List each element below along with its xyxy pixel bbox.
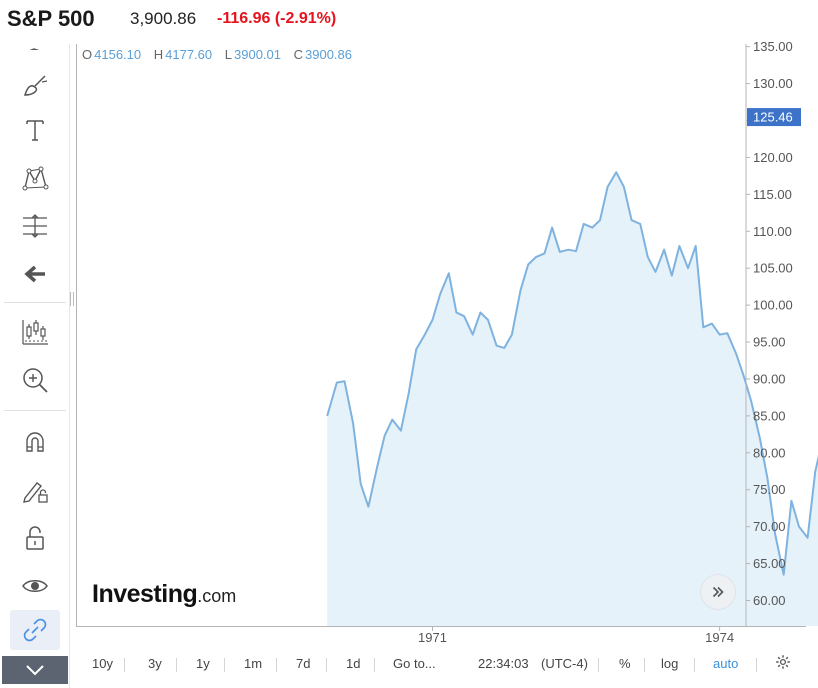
toolbar-divider <box>4 302 66 303</box>
low-value: 3900.01 <box>234 47 281 62</box>
magnet-button[interactable] <box>10 422 60 462</box>
ohlc-legend: O 4156.10 H 4177.60 L 3900.01 C 3900.86 <box>82 47 361 62</box>
pattern-tool-button[interactable] <box>10 158 60 198</box>
range-1y-button[interactable]: 1y <box>196 656 210 671</box>
remove-drawings-button[interactable] <box>10 254 60 294</box>
chart-area[interactable] <box>76 44 806 627</box>
investing-logo: Investing.com <box>92 580 236 609</box>
measure-tool-button[interactable] <box>10 206 60 246</box>
open-value: 4156.10 <box>94 47 142 62</box>
pattern-icon <box>22 166 49 191</box>
range-3y-button[interactable]: 3y <box>148 656 162 671</box>
chart-settings-button[interactable] <box>775 654 791 673</box>
timezone-button[interactable]: (UTC-4) <box>541 656 588 671</box>
range-10y-button[interactable]: 10y <box>92 656 113 671</box>
bottom-toolbar: 10y 3y 1y 1m 7d 1d Go to... 22:34:03 (UT… <box>76 650 818 680</box>
link-button[interactable] <box>10 610 60 650</box>
bottombar-divider <box>644 658 645 672</box>
indicators-button[interactable] <box>10 312 60 352</box>
collapse-toolbar-button[interactable] <box>2 656 68 684</box>
bottombar-divider <box>176 658 177 672</box>
close-label: C <box>293 47 304 62</box>
unlock-icon <box>26 526 44 550</box>
bottombar-divider <box>224 658 225 672</box>
bottombar-divider <box>756 658 757 672</box>
clock-time: 22:34:03 <box>478 656 529 671</box>
open-label: O <box>82 47 93 62</box>
range-1m-button[interactable]: 1m <box>244 656 263 671</box>
last-price: 3,900.86 <box>130 9 197 28</box>
eye-icon <box>22 580 48 592</box>
low-label: L <box>224 47 232 62</box>
text-tool-button[interactable] <box>10 110 60 150</box>
bottombar-divider <box>374 658 375 672</box>
chevron-down-icon <box>26 665 44 676</box>
go-to-date-button[interactable]: Go to... <box>393 656 436 671</box>
drawing-toolbar <box>0 44 70 688</box>
logo-brand: Investing <box>92 580 198 608</box>
lock-drawing-icon <box>23 482 48 503</box>
percent-scale-button[interactable]: % <box>619 656 631 671</box>
text-icon <box>26 120 44 141</box>
unlock-button[interactable] <box>10 518 60 558</box>
lock-drawings-button[interactable] <box>10 470 60 510</box>
hide-drawings-button[interactable] <box>10 566 60 606</box>
indicators-icon <box>22 320 48 345</box>
brush-icon <box>23 75 48 96</box>
back-arrow-icon <box>24 265 45 283</box>
price-change: -116.96 (-2.91%) <box>217 10 337 27</box>
chart-header: S&P 500 3,900.86 -116.96 (-2.91%) <box>0 0 818 44</box>
log-scale-button[interactable]: log <box>661 656 679 671</box>
bottombar-divider <box>326 658 327 672</box>
bottombar-divider <box>124 658 125 672</box>
zoom-in-button[interactable] <box>10 360 60 400</box>
link-icon <box>23 618 47 642</box>
bottombar-divider <box>276 658 277 672</box>
instrument-title: S&P 500 <box>7 6 95 31</box>
zoom-in-icon <box>23 368 48 393</box>
x-tick-label: 1971 <box>418 630 447 645</box>
bottombar-divider <box>598 658 599 672</box>
auto-scale-button[interactable]: auto <box>713 656 739 671</box>
close-value: 3900.86 <box>305 47 353 62</box>
measure-icon <box>23 214 47 238</box>
magnet-icon <box>26 432 44 452</box>
range-7d-button[interactable]: 7d <box>296 656 311 671</box>
high-label: H <box>153 47 164 62</box>
brush-tool-button[interactable] <box>10 66 60 106</box>
logo-suffix: .com <box>197 586 237 606</box>
x-tick-label: 1974 <box>705 630 734 645</box>
range-1d-button[interactable]: 1d <box>346 656 361 671</box>
cursor-icon[interactable] <box>20 44 50 50</box>
gear-icon <box>776 655 790 669</box>
double-chevron-right-icon <box>712 586 724 598</box>
toolbar-divider <box>4 410 66 411</box>
scroll-to-latest-button[interactable] <box>700 574 736 610</box>
bottombar-divider <box>694 658 695 672</box>
high-value: 4177.60 <box>165 47 213 62</box>
toolbar-resize-handle[interactable] <box>70 292 74 306</box>
